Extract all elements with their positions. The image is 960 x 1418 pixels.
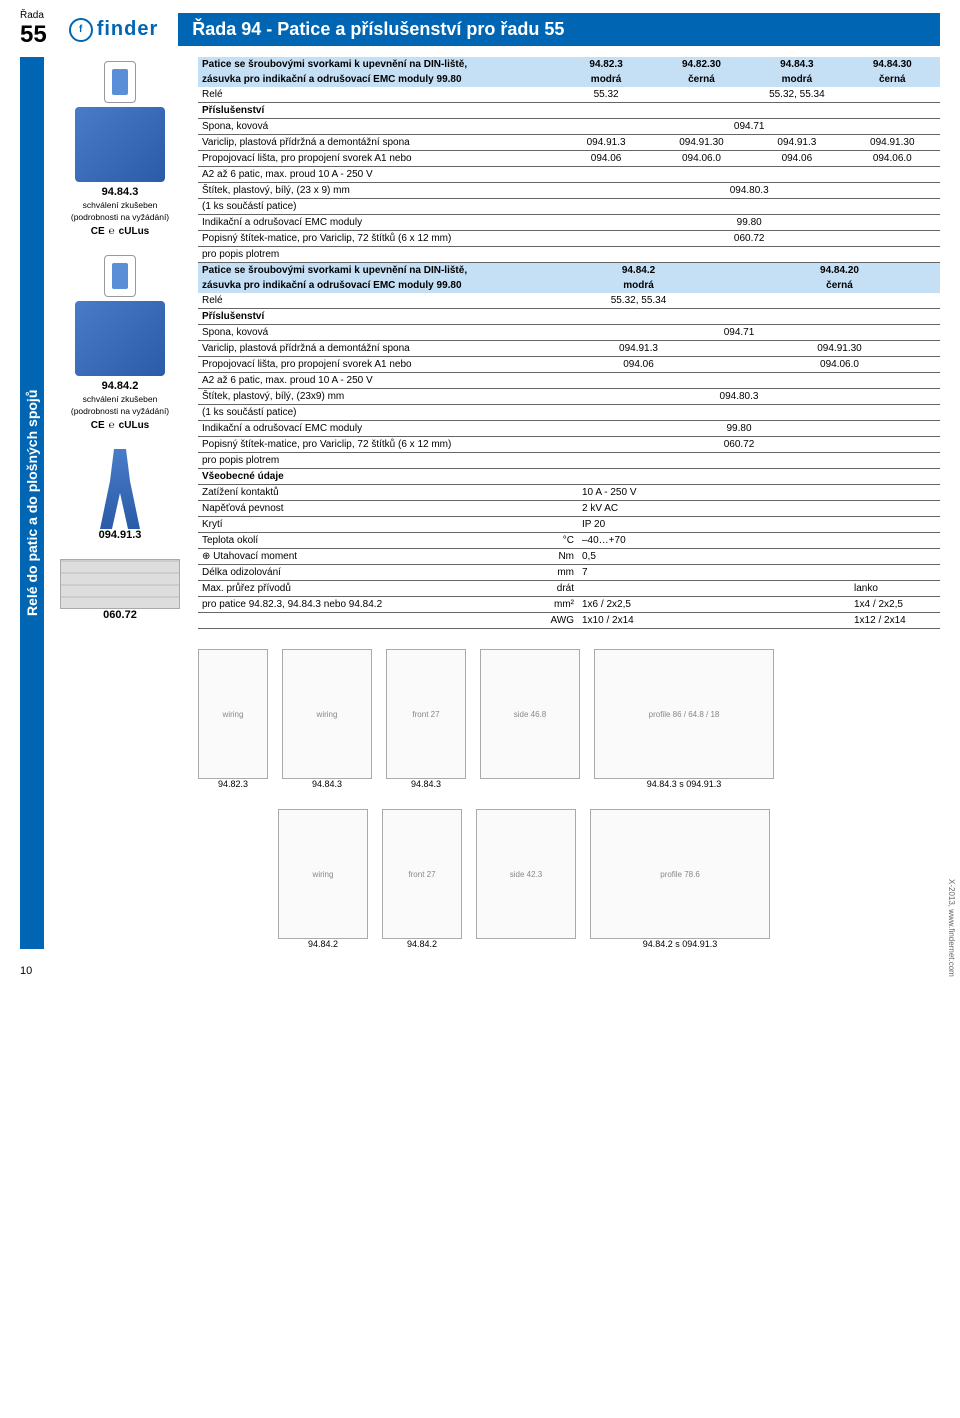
socket-icon bbox=[104, 255, 136, 297]
table-row: Indikační a odrušovací EMC moduly99.80 bbox=[198, 421, 940, 437]
table-row: (1 ks součástí patice) bbox=[198, 199, 940, 215]
brand-logo: f finder bbox=[69, 18, 159, 42]
table-row: Propojovací lišta, pro propojení svorek … bbox=[198, 357, 940, 373]
table-row: Variclip, plastová přídržná a demontážní… bbox=[198, 135, 940, 151]
table-row: Propojovací lišta, pro propojení svorek … bbox=[198, 151, 940, 167]
clip-image bbox=[100, 449, 140, 529]
cert-row-2: CE ℮ cULus bbox=[50, 420, 190, 431]
table-row: Štítek, plastový, bílý, (23x9) mm094.80.… bbox=[198, 389, 940, 405]
table-row: Zatížení kontaktů10 A - 250 V bbox=[198, 485, 940, 501]
table-row: Spona, kovová094.71 bbox=[198, 325, 940, 341]
table-row: KrytíIP 20 bbox=[198, 517, 940, 533]
diagram-row-1: wiring 94.82.3 wiring 94.84.3 front 27 9… bbox=[198, 649, 940, 789]
table-row: pro patice 94.82.3, 94.84.3 nebo 94.84.2… bbox=[198, 597, 940, 613]
specs-table-1: Patice se šroubovými svorkami k upevnění… bbox=[198, 57, 940, 263]
specs-table-2: Patice se šroubovými svorkami k upevnění… bbox=[198, 263, 940, 469]
footer-attribution: X-2013, www.findernet.com bbox=[947, 879, 956, 977]
table-row: Příslušenství bbox=[198, 103, 940, 119]
table-row: ⊕ Utahovací momentNm0,5 bbox=[198, 549, 940, 565]
table-row: Délka odizolovánímm7 bbox=[198, 565, 940, 581]
product-detail-1: (podrobnosti na vyžádání) bbox=[50, 212, 190, 222]
table-row: Indikační a odrušovací EMC moduly99.80 bbox=[198, 215, 940, 231]
series-number: 55 bbox=[20, 21, 47, 49]
table-row: Popisný štítek-matice, pro Variclip, 72 … bbox=[198, 437, 940, 453]
table-row: Max. průřez přívodůdrátlanko bbox=[198, 581, 940, 597]
socket-icon bbox=[104, 61, 136, 103]
product-image-1 bbox=[75, 107, 165, 182]
label-strip-image bbox=[60, 559, 180, 609]
product-code-4: 060.72 bbox=[50, 609, 190, 621]
product-code-1: 94.84.3 bbox=[50, 186, 190, 198]
product-code-2: 94.84.2 bbox=[50, 380, 190, 392]
product-approval-1: schválení zkušeben bbox=[50, 200, 190, 210]
table-row: Variclip, plastová přídržná a demontážní… bbox=[198, 341, 940, 357]
page-number: 10 bbox=[20, 965, 940, 977]
table-row: (1 ks součástí patice) bbox=[198, 405, 940, 421]
table-row: Spona, kovová094.71 bbox=[198, 119, 940, 135]
table-row: Relé55.3255.32, 55.34 bbox=[198, 87, 940, 103]
table-row: Popisný štítek-matice, pro Variclip, 72 … bbox=[198, 231, 940, 247]
table-row: A2 až 6 patic, max. proud 10 A - 250 V bbox=[198, 167, 940, 183]
side-category-label: Relé do patic a do plošných spojů bbox=[20, 57, 44, 949]
product-approval-2: schválení zkušeben bbox=[50, 394, 190, 404]
table-row: Příslušenství bbox=[198, 309, 940, 325]
cert-row-1: CE ℮ cULus bbox=[50, 226, 190, 237]
product-image-2 bbox=[75, 301, 165, 376]
product-code-3: 094.91.3 bbox=[50, 529, 190, 541]
table-row: AWG1x10 / 2x141x12 / 2x14 bbox=[198, 613, 940, 629]
table-row: Štítek, plastový, bílý, (23 x 9) mm094.8… bbox=[198, 183, 940, 199]
diagram-row-2: wiring 94.84.2 front 27 94.84.2 side 42.… bbox=[278, 809, 940, 949]
page-title: Řada 94 - Patice a příslušenství pro řad… bbox=[178, 13, 940, 46]
table-row: pro popis plotrem bbox=[198, 247, 940, 263]
table-row: Napěťová pevnost2 kV AC bbox=[198, 501, 940, 517]
table-row: A2 až 6 patic, max. proud 10 A - 250 V bbox=[198, 373, 940, 389]
product-detail-2: (podrobnosti na vyžádání) bbox=[50, 406, 190, 416]
table-row: pro popis plotrem bbox=[198, 453, 940, 469]
table-row: Relé55.32, 55.34 bbox=[198, 293, 940, 309]
general-table: Všeobecné údaje Zatížení kontaktů10 A - … bbox=[198, 469, 940, 629]
series-label: Řada bbox=[20, 10, 47, 21]
table-row: Teplota okolí°C–40…+70 bbox=[198, 533, 940, 549]
